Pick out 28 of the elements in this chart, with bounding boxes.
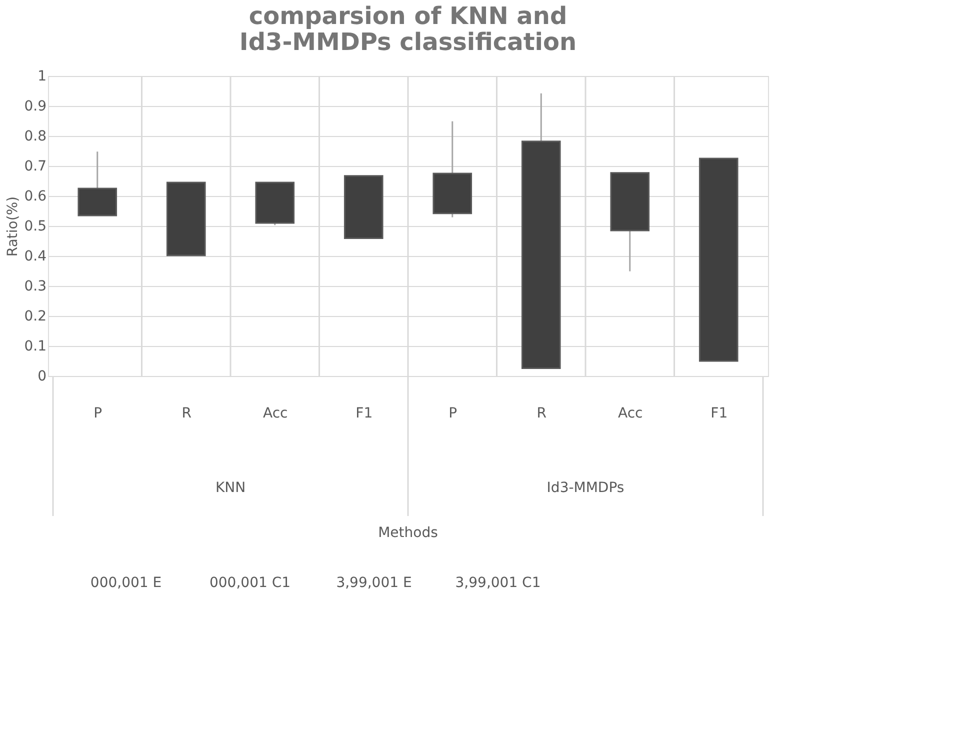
x-tick-label: F1 — [356, 406, 373, 422]
y-tick-label: 0.4 — [24, 248, 47, 264]
text: 3,99,001 C1 — [455, 575, 541, 591]
y-tick-label: 0.3 — [24, 278, 46, 294]
text: 000,001 E — [90, 575, 162, 591]
y-tick-label: 0.7 — [24, 158, 46, 174]
x-tick-label: P — [448, 406, 458, 422]
x-tick-label: R — [182, 406, 192, 422]
text: Methods — [378, 525, 438, 541]
x-tick-label: R — [536, 406, 547, 422]
y-tick-label: 1 — [38, 68, 46, 84]
x-tick-label: P — [94, 406, 102, 422]
y-tick-label: 0.6 — [24, 188, 47, 204]
x-tick-label: Acc — [618, 406, 643, 422]
text: KNN — [215, 480, 246, 496]
y-tick-label: 0.1 — [24, 338, 46, 354]
y-tick-label: 0 — [38, 368, 46, 384]
text: 000,001 C1 — [209, 575, 291, 591]
text: 3,99,001 E — [336, 575, 412, 591]
y-tick-label: 0.2 — [24, 308, 46, 324]
y-tick-label: 0.5 — [24, 218, 46, 234]
text: Id3-MMDPs — [546, 480, 624, 496]
x-tick-label: F1 — [710, 406, 728, 422]
y-tick-label: 0.9 — [24, 98, 46, 114]
chart-title: comparsion of KNN and Id3-MMDPs classification — [239, 2, 577, 56]
y-tick-label: 0.8 — [24, 128, 46, 144]
x-tick-label: Acc — [263, 406, 288, 422]
y-axis-title: Ratio(%) — [5, 196, 22, 257]
